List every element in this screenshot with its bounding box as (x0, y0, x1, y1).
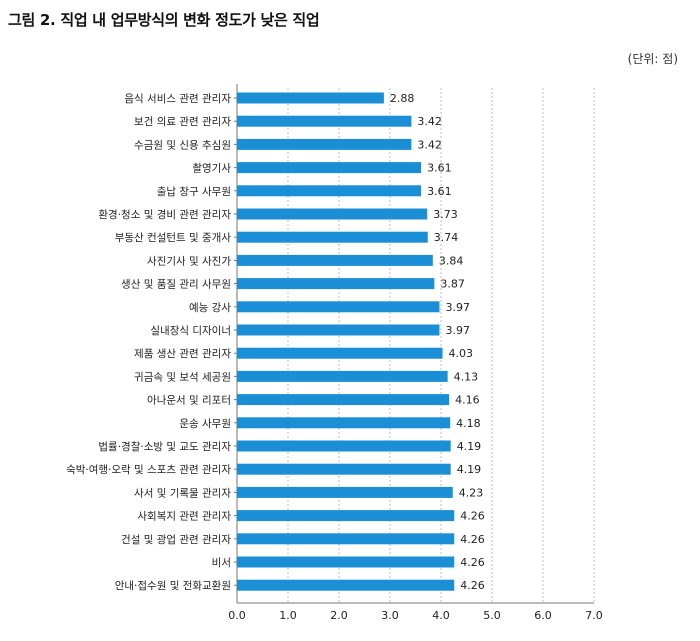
bar (237, 324, 440, 336)
bar (237, 254, 433, 266)
value-label: 3.84 (439, 254, 464, 267)
x-tick-label: 4.0 (432, 609, 450, 622)
category-label: 환경·청소 및 경비 관련 관리자 (98, 208, 231, 221)
category-label: 귀금속 및 보석 세공원 (134, 371, 231, 383)
value-label: 2.88 (390, 92, 415, 105)
x-tick-label: 7.0 (585, 609, 603, 622)
value-label: 3.97 (445, 301, 470, 314)
bar (237, 138, 412, 150)
x-tick-label: 3.0 (381, 609, 399, 622)
value-label: 4.19 (457, 440, 482, 453)
value-label: 3.74 (434, 231, 459, 244)
category-label: 예능 강사 (189, 301, 231, 314)
value-label: 4.26 (460, 579, 485, 592)
bar (237, 92, 384, 104)
category-label: 부동산 컨설턴트 및 중개사 (115, 232, 232, 244)
bar (237, 394, 450, 406)
labels: 0.0 1.0 2.0 3.0 4.0 5.0 6.0 7.0 음식 서비스 관련 관리자 2.8… (66, 92, 603, 622)
bar (237, 556, 455, 568)
bar (237, 231, 428, 243)
x-tick-label: 2.0 (330, 609, 348, 622)
bar (237, 162, 422, 174)
category-label: 건설 및 광업 관련 관리자 (121, 533, 231, 546)
category-label: 촬영기사 (192, 163, 231, 175)
bars (237, 92, 455, 591)
category-label: 사회복지 관련 관리자 (137, 511, 231, 523)
value-label: 3.42 (417, 138, 442, 151)
bar (237, 533, 455, 545)
value-label: 3.61 (427, 185, 452, 198)
category-label: 아나운서 및 리포터 (147, 395, 231, 407)
bar (237, 185, 422, 197)
category-label: 생산 및 품질 관리 사무원 (121, 279, 231, 291)
bar (237, 486, 453, 498)
category-label: 숙박·여행·오락 및 스포츠 관련 관리자 (66, 464, 231, 476)
value-label: 4.26 (460, 533, 485, 546)
bar (237, 417, 451, 429)
x-tick-label: 5.0 (483, 609, 501, 622)
unit-label: (단위: 점) (627, 52, 678, 66)
value-label: 3.97 (445, 324, 470, 337)
value-label: 3.73 (433, 208, 458, 221)
value-label: 4.26 (460, 510, 485, 523)
category-label: 사진기사 및 사진가 (147, 255, 231, 267)
bar (237, 463, 451, 475)
chart-title: 그림 2. 직업 내 업무방식의 변화 정도가 낮은 직업 (8, 11, 320, 29)
bar (237, 347, 443, 359)
value-label: 4.03 (449, 347, 474, 360)
x-tick-label: 6.0 (534, 609, 552, 622)
category-label: 안내·접수원 및 전화교환원 (115, 580, 231, 592)
value-label: 4.18 (456, 417, 481, 430)
bar (237, 115, 412, 127)
bar (237, 301, 440, 313)
x-tick-label: 0.0 (228, 609, 246, 622)
category-label: 실내장식 디자이너 (150, 325, 231, 337)
bar (237, 208, 428, 220)
bar (237, 440, 451, 452)
category-label: 운송 사무원 (179, 418, 231, 430)
value-label: 3.87 (440, 278, 465, 291)
value-label: 4.23 (459, 486, 484, 499)
bar (237, 510, 455, 522)
category-label: 음식 서비스 관련 관리자 (124, 93, 231, 105)
category-label: 법률·경찰·소방 및 교도 관리자 (98, 440, 231, 453)
bar (237, 579, 455, 591)
value-label: 4.16 (455, 394, 480, 407)
value-label: 4.13 (454, 370, 479, 383)
category-label: 제품 생산 관련 관리자 (134, 348, 231, 360)
x-tick-label: 1.0 (279, 609, 297, 622)
bar (237, 370, 448, 382)
category-label: 수금원 및 신용 추심원 (134, 139, 231, 151)
value-label: 3.61 (427, 162, 452, 175)
category-label: 보건 의료 관련 관리자 (134, 116, 231, 128)
bar (237, 278, 435, 290)
category-label: 사서 및 기록물 관리자 (134, 487, 231, 499)
value-label: 4.19 (457, 463, 482, 476)
value-label: 4.26 (460, 556, 485, 569)
category-label: 비서 (212, 557, 231, 569)
value-label: 3.42 (417, 115, 442, 128)
category-label: 출납 창구 사무원 (157, 186, 231, 198)
